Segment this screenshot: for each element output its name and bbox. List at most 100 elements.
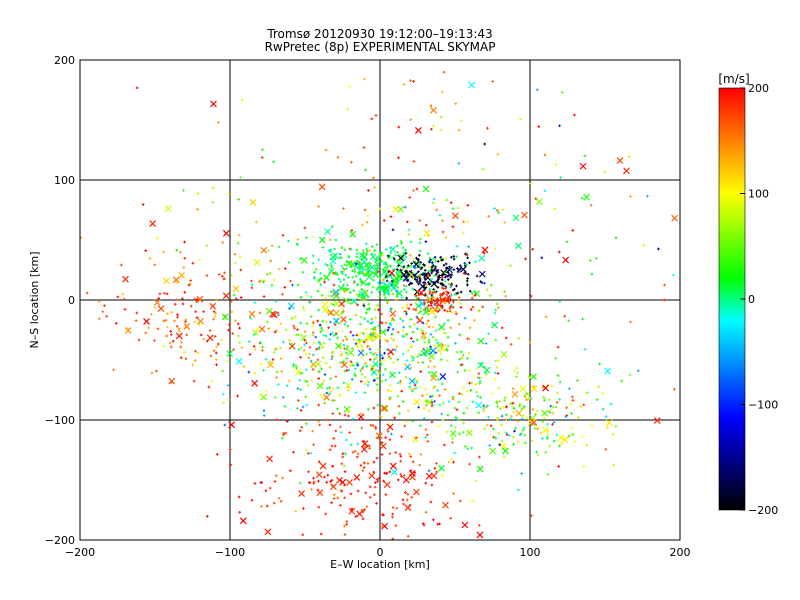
data-point xyxy=(532,385,536,388)
data-point xyxy=(323,401,326,405)
data-point xyxy=(390,332,393,336)
data-point xyxy=(415,280,419,284)
chart-title: Tromsø 20120930 19:12:00–19:13:43 xyxy=(266,27,492,41)
data-point-cross xyxy=(671,214,679,222)
data-point xyxy=(345,351,348,355)
data-point xyxy=(227,323,231,327)
x-tick-label: −200 xyxy=(65,546,95,559)
data-point xyxy=(467,352,471,355)
data-point xyxy=(458,499,462,503)
data-point xyxy=(371,424,375,427)
data-point xyxy=(443,271,447,275)
data-point xyxy=(349,364,352,367)
data-point xyxy=(433,302,436,306)
data-point xyxy=(375,353,379,357)
data-point xyxy=(301,270,305,274)
data-point xyxy=(432,264,435,267)
data-point xyxy=(400,260,404,264)
data-point xyxy=(482,406,486,410)
data-point-cross xyxy=(616,157,624,164)
data-point xyxy=(150,313,153,316)
data-point xyxy=(408,196,412,199)
data-point xyxy=(484,342,488,345)
data-point xyxy=(432,124,435,128)
data-point xyxy=(389,324,393,327)
data-point xyxy=(359,412,363,416)
data-point xyxy=(570,426,574,430)
data-point-cross xyxy=(489,447,497,455)
data-point xyxy=(336,407,339,411)
data-point xyxy=(317,205,320,208)
data-point xyxy=(530,439,534,443)
data-point xyxy=(185,333,188,337)
data-point xyxy=(370,317,374,321)
data-point xyxy=(441,343,444,347)
data-point xyxy=(342,278,346,281)
data-point-cross xyxy=(562,256,570,264)
data-point xyxy=(228,448,232,451)
data-point xyxy=(296,243,299,246)
data-point xyxy=(343,533,347,536)
data-point-cross xyxy=(420,349,428,357)
data-point xyxy=(509,264,512,268)
data-point xyxy=(383,276,387,280)
data-point xyxy=(466,356,469,360)
data-point xyxy=(328,448,332,452)
data-point xyxy=(338,361,342,365)
data-point xyxy=(297,348,301,351)
data-point xyxy=(397,264,400,267)
data-point xyxy=(362,146,366,149)
data-point xyxy=(450,303,453,307)
data-point xyxy=(329,294,333,298)
data-point xyxy=(375,288,379,291)
data-point xyxy=(384,296,387,300)
data-point xyxy=(392,361,395,364)
data-point xyxy=(356,345,359,348)
data-point xyxy=(431,295,435,298)
data-point xyxy=(556,345,560,349)
data-point xyxy=(196,351,200,355)
data-point xyxy=(589,259,592,262)
data-point xyxy=(420,328,423,332)
data-point xyxy=(360,348,364,352)
data-point xyxy=(459,306,463,309)
data-point-cross xyxy=(473,290,480,297)
data-point xyxy=(324,148,328,152)
data-point xyxy=(299,356,302,359)
data-point xyxy=(449,517,452,520)
data-point xyxy=(404,252,408,255)
data-point xyxy=(334,238,338,242)
data-point xyxy=(354,342,358,346)
data-point xyxy=(349,492,353,496)
data-point xyxy=(309,295,313,299)
data-point xyxy=(355,455,359,459)
data-point xyxy=(536,453,540,457)
data-point xyxy=(513,429,516,433)
data-point xyxy=(571,229,574,232)
data-point xyxy=(451,397,455,401)
data-point xyxy=(468,462,471,466)
data-point-cross xyxy=(267,361,274,369)
data-point xyxy=(446,336,450,339)
data-point xyxy=(272,501,276,505)
data-point xyxy=(280,369,283,373)
data-point-cross xyxy=(374,333,382,340)
data-point xyxy=(405,284,408,288)
data-point-cross xyxy=(653,417,661,425)
data-point xyxy=(85,291,89,295)
data-point-cross xyxy=(334,342,342,350)
data-point xyxy=(328,238,332,242)
data-point xyxy=(422,263,425,266)
data-point xyxy=(465,220,469,223)
data-point xyxy=(195,300,198,303)
data-point xyxy=(222,392,225,396)
data-point xyxy=(364,339,367,342)
data-point xyxy=(552,421,556,424)
data-point xyxy=(387,389,390,392)
data-point xyxy=(184,357,188,361)
data-point xyxy=(321,356,325,360)
data-point-cross xyxy=(361,289,369,297)
data-point xyxy=(366,320,370,323)
data-point xyxy=(384,248,388,251)
data-point xyxy=(169,345,173,349)
